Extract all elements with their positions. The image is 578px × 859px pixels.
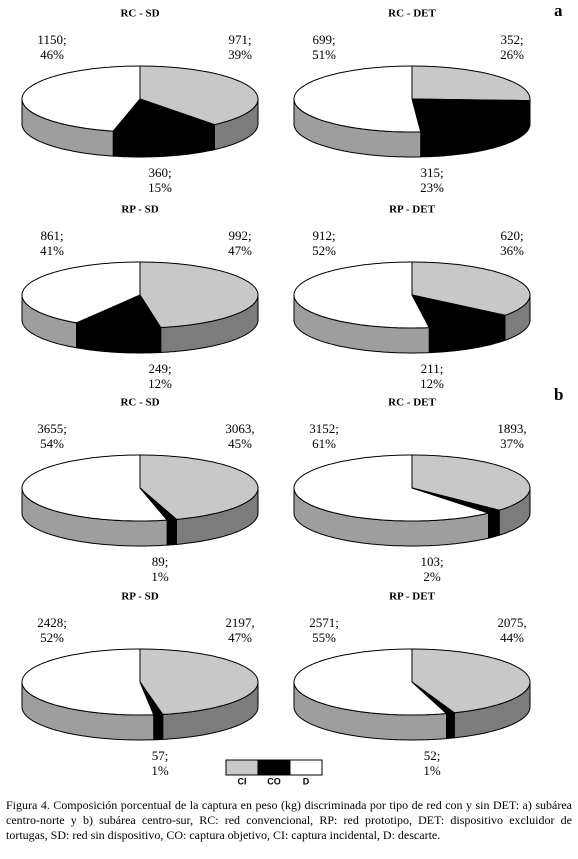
chart-title: RP - SD (121, 591, 158, 603)
value-label: 2428; (37, 615, 67, 630)
slice (293, 65, 422, 133)
slice (411, 65, 531, 102)
value-label: 2571; (309, 615, 339, 630)
percent-label: 44% (500, 630, 524, 645)
chart-title: RP - DET (389, 591, 436, 603)
legend-label: CO (267, 776, 281, 786)
chart-title: RP - DET (389, 204, 436, 216)
slice (293, 454, 491, 522)
percent-label: 12% (148, 376, 172, 391)
chart-title: RC - SD (120, 8, 159, 20)
value-label: 211; (421, 361, 444, 376)
legend-swatch (225, 759, 259, 776)
slice (21, 454, 169, 522)
percent-label: 47% (228, 243, 252, 258)
caption: Figura 4. Composición porcentual de la c… (6, 798, 572, 842)
percent-label: 54% (40, 436, 64, 451)
percent-label: 12% (420, 376, 444, 391)
slice-side (166, 518, 177, 546)
value-label: 103; (420, 554, 443, 569)
value-label: 861; (40, 228, 63, 243)
percent-label: 1% (151, 763, 169, 778)
slice (411, 294, 507, 329)
value-label: 360; (148, 165, 171, 180)
percent-label: 55% (312, 630, 336, 645)
value-label: 52; (424, 748, 441, 763)
legend-swatch (257, 759, 291, 776)
percent-label: 52% (40, 630, 64, 645)
value-label: 971; (228, 32, 251, 47)
percent-label: 39% (228, 47, 252, 62)
value-label: 2197, (225, 615, 254, 630)
legend-label: D (303, 776, 310, 786)
slice (411, 648, 531, 714)
percent-label: 1% (151, 569, 169, 584)
slice (411, 454, 531, 511)
percent-label: 1% (423, 763, 441, 778)
value-label: 620; (500, 228, 523, 243)
value-label: 89; (152, 554, 169, 569)
value-label: 2075, (497, 615, 526, 630)
percent-label: 37% (500, 436, 524, 451)
slice (139, 454, 259, 520)
value-label: 1150; (37, 32, 66, 47)
slice (112, 98, 217, 133)
value-label: 352; (500, 32, 523, 47)
slice-side (153, 713, 164, 741)
slice (74, 294, 162, 329)
percent-label: 36% (500, 243, 524, 258)
legend-label: CI (238, 776, 247, 786)
percent-label: 52% (312, 243, 336, 258)
percent-label: 47% (228, 630, 252, 645)
percent-label: 41% (40, 243, 64, 258)
value-label: 57; (152, 748, 169, 763)
percent-label: 61% (312, 436, 336, 451)
slice (139, 648, 259, 715)
slice (21, 65, 141, 132)
slice-side (446, 712, 455, 740)
percent-label: 45% (228, 436, 252, 451)
chart-title: RC - SD (120, 397, 159, 409)
percent-label: 46% (40, 47, 64, 62)
percent-label: 51% (312, 47, 336, 62)
legend-swatch (289, 759, 323, 776)
value-label: 1893, (497, 421, 526, 436)
slice-side (488, 509, 500, 539)
percent-label: 2% (423, 569, 441, 584)
slice (411, 261, 531, 316)
slice (139, 261, 259, 329)
panel-label: b (554, 385, 563, 404)
chart-title: RP - SD (121, 204, 158, 216)
chart-title: RC - DET (388, 8, 436, 20)
slice (21, 648, 155, 716)
value-label: 3152; (309, 421, 339, 436)
percent-label: 26% (500, 47, 524, 62)
slice (411, 98, 531, 133)
slice (139, 65, 259, 126)
percent-label: 23% (420, 180, 444, 195)
value-label: 3655; (37, 421, 67, 436)
slice (293, 261, 431, 329)
percent-label: 15% (148, 180, 172, 195)
panel-label: a (554, 1, 563, 20)
slice (21, 261, 141, 324)
value-label: 249; (148, 361, 171, 376)
chart-title: RC - DET (388, 397, 436, 409)
slice (293, 648, 448, 716)
value-label: 3063, (225, 421, 254, 436)
chart: a b RC - SD 971;39% 360;15% 1150;46% RC - DE… (21, 1, 563, 786)
value-label: 699; (312, 32, 335, 47)
value-label: 315; (420, 165, 443, 180)
value-label: 992; (228, 228, 251, 243)
value-label: 912; (312, 228, 335, 243)
